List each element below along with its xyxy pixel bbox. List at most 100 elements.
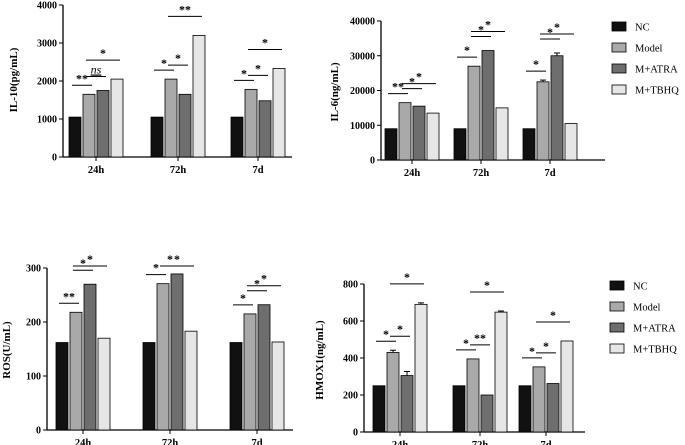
bar-nc (384, 128, 398, 161)
legend-swatch (611, 84, 627, 95)
significance-label: * (404, 270, 410, 284)
significance-label: ** (76, 71, 88, 85)
y-tick-label: 1000 (37, 115, 57, 126)
significance-label: ns (91, 63, 102, 77)
significance-label: * (485, 18, 491, 32)
bar-nc (372, 385, 386, 433)
significance-label: * (543, 339, 549, 353)
y-axis-label: HMOX1(ng/mL) (314, 320, 326, 400)
bar-model (243, 313, 257, 431)
significance-label: * (416, 70, 422, 84)
y-tick-label: 10000 (350, 121, 375, 132)
y-tick-label: 40000 (350, 17, 375, 28)
bar-m-atra (257, 304, 271, 431)
bar-model (466, 358, 480, 433)
x-tick-label: 7d (544, 168, 555, 179)
significance-label: * (547, 25, 553, 39)
y-tick-label: 20000 (350, 86, 375, 97)
y-axis-label: ROS(U/mL) (1, 321, 13, 379)
legend-swatch (609, 343, 625, 354)
significance-label: * (484, 278, 490, 292)
bar-nc (150, 116, 164, 158)
y-axis-label: IL-10(pg/mL) (8, 47, 20, 112)
legend-swatch (609, 322, 625, 333)
bar-model (467, 65, 481, 161)
x-tick-label: 24h (392, 440, 409, 445)
y-axis-label: IL-6(ng/mL) (329, 62, 341, 122)
bar-m-atra (546, 383, 560, 433)
x-tick-label: 7d (252, 165, 263, 176)
legend-label: M+TBHQ (635, 86, 679, 97)
bar-model (69, 311, 83, 431)
y-tick-label: 600 (343, 317, 358, 328)
x-tick-label: 7d (251, 438, 262, 445)
y-tick-label: 0 (52, 153, 57, 164)
bar-nc (522, 128, 536, 161)
significance-label: * (255, 61, 261, 75)
x-tick-label: 24h (88, 165, 105, 176)
bar-m-atra (178, 93, 192, 158)
y-tick-label: 800 (343, 280, 358, 291)
bar-m-tbhq (494, 311, 508, 433)
bar-nc (55, 342, 69, 431)
significance-label: * (153, 261, 159, 275)
bar-nc (229, 342, 243, 431)
significance-label: * (409, 75, 415, 89)
significance-label: * (175, 51, 181, 65)
bar-nc (452, 385, 466, 433)
significance-label: * (262, 35, 268, 49)
y-tick-label: 400 (343, 354, 358, 365)
significance-label: ** (392, 80, 404, 94)
bar-model (156, 283, 170, 431)
significance-label: * (478, 23, 484, 37)
significance-label: * (174, 252, 180, 266)
significance-label: * (550, 308, 556, 322)
significance-label: * (383, 327, 389, 341)
bar-nc (518, 385, 532, 433)
significance-label: ** (474, 331, 486, 345)
x-tick-label: 72h (472, 440, 489, 445)
bar-model (164, 78, 178, 158)
significance-label: * (554, 20, 560, 34)
legend-label: Model (635, 44, 662, 55)
bar-nc (142, 342, 156, 431)
y-tick-label: 0 (370, 156, 375, 167)
significance-label: * (100, 46, 106, 60)
significance-label: * (241, 66, 247, 80)
y-tick-label: 300 (26, 264, 41, 275)
x-tick-label: 72h (473, 168, 490, 179)
x-tick-label: 24h (404, 168, 421, 179)
legend-label: M+TBHQ (633, 345, 677, 356)
legend-swatch (609, 280, 625, 291)
significance-label: * (464, 43, 470, 57)
bar-nc (68, 116, 82, 158)
significance-label: * (80, 256, 86, 270)
bar-m-atra (481, 50, 495, 161)
legend-label: M+ATRA (635, 65, 678, 76)
x-tick-label: 24h (75, 438, 92, 445)
bar-m-tbhq (426, 112, 440, 161)
bar-m-tbhq (564, 123, 578, 161)
significance-label: * (397, 322, 403, 336)
bar-m-tbhq (272, 68, 286, 158)
bar-m-tbhq (110, 78, 124, 158)
legend-swatch (611, 42, 627, 53)
bar-model (398, 102, 412, 161)
bar-m-tbhq (271, 341, 285, 431)
y-tick-label: 3000 (37, 39, 57, 50)
bar-m-tbhq (560, 340, 574, 433)
bar-m-atra (83, 283, 97, 431)
significance-label: * (529, 344, 535, 358)
y-tick-label: 0 (353, 428, 358, 439)
bar-m-atra (170, 273, 184, 431)
significance-label: ** (179, 2, 191, 16)
legend-1: NC Model M+ATRA M+TBHQ (611, 21, 679, 97)
legend-label: NC (633, 282, 648, 293)
significance-label: * (463, 336, 469, 350)
significance-label: * (87, 252, 93, 266)
x-tick-label: 72h (170, 165, 187, 176)
bar-nc (230, 116, 244, 158)
legend-2: NC Model M+ATRA M+TBHQ (609, 280, 677, 356)
bar-model (532, 366, 546, 433)
